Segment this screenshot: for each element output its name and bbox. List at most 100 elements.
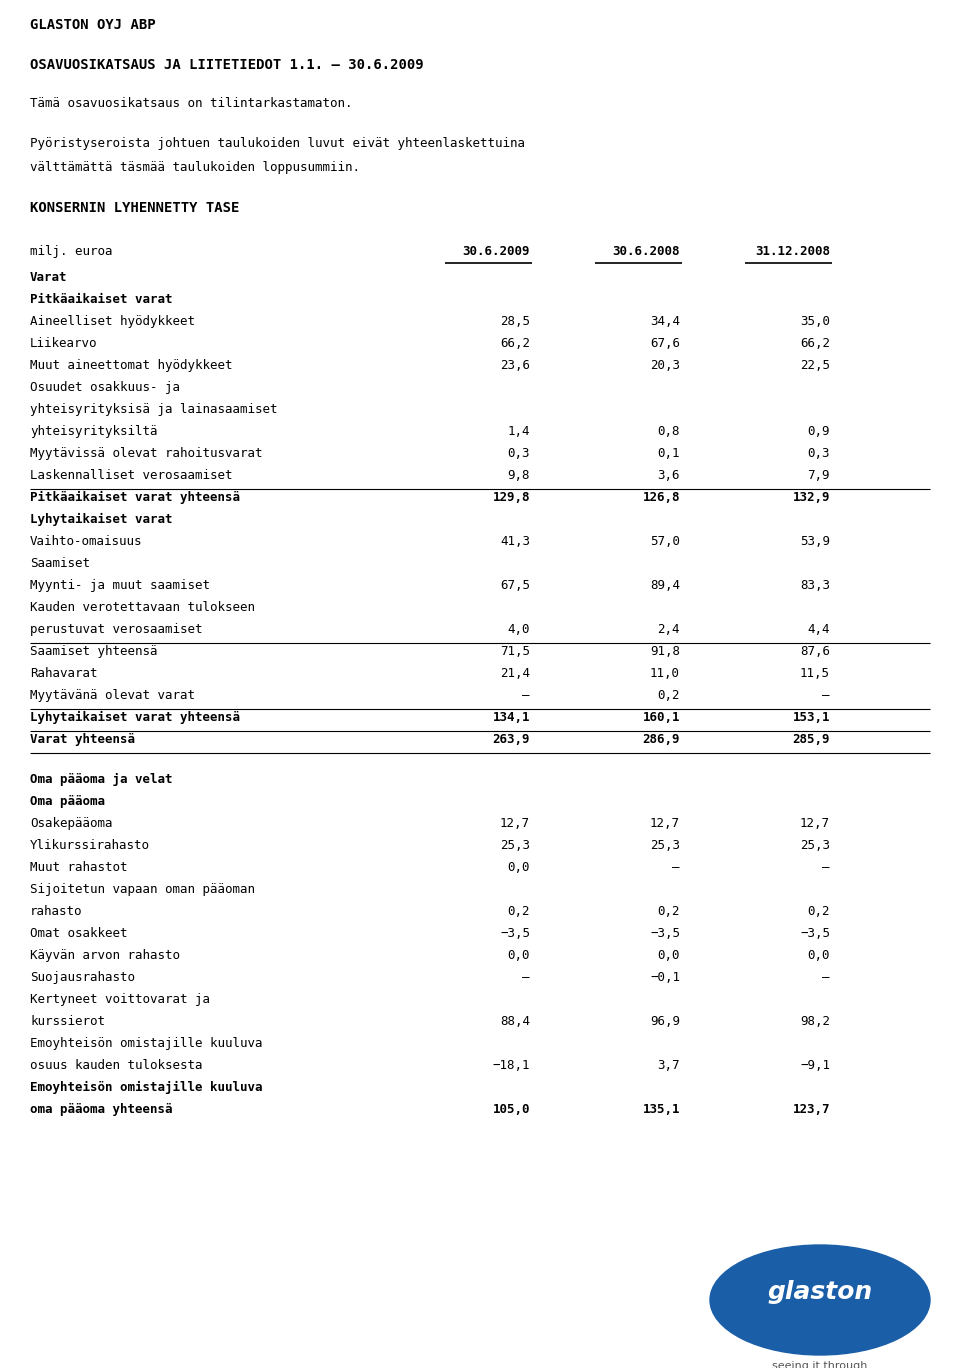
Text: 3,7: 3,7: [658, 1059, 680, 1071]
Text: 132,9: 132,9: [793, 491, 830, 503]
Text: 28,5: 28,5: [500, 315, 530, 328]
Text: Emoyhteisön omistajille kuuluva: Emoyhteisön omistajille kuuluva: [30, 1081, 262, 1093]
Text: 4,4: 4,4: [807, 622, 830, 636]
Text: 21,4: 21,4: [500, 668, 530, 680]
Text: Kauden verotettavaan tulokseen: Kauden verotettavaan tulokseen: [30, 601, 255, 614]
Text: 20,3: 20,3: [650, 358, 680, 372]
Text: Pitkäaikaiset varat: Pitkäaikaiset varat: [30, 293, 173, 306]
Text: 67,6: 67,6: [650, 337, 680, 350]
Text: perustuvat verosaamiset: perustuvat verosaamiset: [30, 622, 203, 636]
Text: −3,5: −3,5: [800, 926, 830, 940]
Text: Pitkäaikaiset varat yhteensä: Pitkäaikaiset varat yhteensä: [30, 491, 240, 503]
Text: 89,4: 89,4: [650, 579, 680, 592]
Text: 0,2: 0,2: [508, 904, 530, 918]
Text: Emoyhteisön omistajille kuuluva: Emoyhteisön omistajille kuuluva: [30, 1037, 262, 1049]
Text: Liikearvo: Liikearvo: [30, 337, 98, 350]
Text: 41,3: 41,3: [500, 535, 530, 549]
Text: Muut aineettomat hyödykkeet: Muut aineettomat hyödykkeet: [30, 358, 232, 372]
Text: 66,2: 66,2: [800, 337, 830, 350]
Text: 105,0: 105,0: [492, 1103, 530, 1115]
Text: rahasto: rahasto: [30, 904, 83, 918]
Text: −3,5: −3,5: [650, 926, 680, 940]
Text: 286,9: 286,9: [642, 733, 680, 746]
Text: 88,4: 88,4: [500, 1015, 530, 1027]
Text: 25,3: 25,3: [800, 839, 830, 852]
Text: 1,4: 1,4: [508, 425, 530, 438]
Text: 153,1: 153,1: [793, 711, 830, 724]
Text: 129,8: 129,8: [492, 491, 530, 503]
Ellipse shape: [710, 1245, 930, 1354]
Text: Myynti- ja muut saamiset: Myynti- ja muut saamiset: [30, 579, 210, 592]
Text: 71,5: 71,5: [500, 644, 530, 658]
Text: 35,0: 35,0: [800, 315, 830, 328]
Text: 3,6: 3,6: [658, 469, 680, 482]
Text: Vaihto-omaisuus: Vaihto-omaisuus: [30, 535, 142, 549]
Text: –: –: [823, 860, 830, 874]
Text: 12,7: 12,7: [650, 817, 680, 829]
Text: 263,9: 263,9: [492, 733, 530, 746]
Text: 0,0: 0,0: [508, 860, 530, 874]
Text: Omat osakkeet: Omat osakkeet: [30, 926, 128, 940]
Text: Saamiset: Saamiset: [30, 557, 90, 570]
Text: 12,7: 12,7: [800, 817, 830, 829]
Text: Myytävänä olevat varat: Myytävänä olevat varat: [30, 689, 195, 702]
Text: 83,3: 83,3: [800, 579, 830, 592]
Text: 96,9: 96,9: [650, 1015, 680, 1027]
Text: Kertyneet voittovarat ja: Kertyneet voittovarat ja: [30, 993, 210, 1005]
Text: 30.6.2008: 30.6.2008: [612, 245, 680, 257]
Text: välttämättä täsmää taulukoiden loppusummiin.: välttämättä täsmää taulukoiden loppusumm…: [30, 161, 360, 174]
Text: 123,7: 123,7: [793, 1103, 830, 1115]
Text: −9,1: −9,1: [800, 1059, 830, 1071]
Text: –: –: [823, 689, 830, 702]
Text: Tämä osavuosikatsaus on tilintarkastamaton.: Tämä osavuosikatsaus on tilintarkastamat…: [30, 97, 352, 111]
Text: 66,2: 66,2: [500, 337, 530, 350]
Text: 91,8: 91,8: [650, 644, 680, 658]
Text: 0,0: 0,0: [807, 948, 830, 962]
Text: milj. euroa: milj. euroa: [30, 245, 112, 257]
Text: –: –: [823, 971, 830, 984]
Text: Ylikurssirahasto: Ylikurssirahasto: [30, 839, 150, 852]
Text: 34,4: 34,4: [650, 315, 680, 328]
Text: yhteisyrityksisä ja lainasaamiset: yhteisyrityksisä ja lainasaamiset: [30, 404, 277, 416]
Text: Osakepääoma: Osakepääoma: [30, 817, 112, 829]
Text: 134,1: 134,1: [492, 711, 530, 724]
Text: Suojausrahasto: Suojausrahasto: [30, 971, 135, 984]
Text: Oma pääoma: Oma pääoma: [30, 795, 105, 807]
Text: 285,9: 285,9: [793, 733, 830, 746]
Text: 30.6.2009: 30.6.2009: [463, 245, 530, 257]
Text: Osuudet osakkuus- ja: Osuudet osakkuus- ja: [30, 382, 180, 394]
Text: 135,1: 135,1: [642, 1103, 680, 1115]
Text: 11,0: 11,0: [650, 668, 680, 680]
Text: 160,1: 160,1: [642, 711, 680, 724]
Text: Lyhytaikaiset varat: Lyhytaikaiset varat: [30, 513, 173, 527]
Text: 7,9: 7,9: [807, 469, 830, 482]
Text: 12,7: 12,7: [500, 817, 530, 829]
Text: kurssierot: kurssierot: [30, 1015, 105, 1027]
Text: 0,1: 0,1: [658, 447, 680, 460]
Text: 126,8: 126,8: [642, 491, 680, 503]
Text: 22,5: 22,5: [800, 358, 830, 372]
Text: 87,6: 87,6: [800, 644, 830, 658]
Text: 0,2: 0,2: [807, 904, 830, 918]
Text: oma pääoma yhteensä: oma pääoma yhteensä: [30, 1103, 173, 1115]
Text: 0,0: 0,0: [508, 948, 530, 962]
Text: −18,1: −18,1: [492, 1059, 530, 1071]
Text: 0,0: 0,0: [658, 948, 680, 962]
Text: KONSERNIN LYHENNETTY TASE: KONSERNIN LYHENNETTY TASE: [30, 201, 239, 215]
Text: –: –: [522, 971, 530, 984]
Text: –: –: [673, 860, 680, 874]
Text: 31.12.2008: 31.12.2008: [755, 245, 830, 257]
Text: Rahavarat: Rahavarat: [30, 668, 98, 680]
Text: 4,0: 4,0: [508, 622, 530, 636]
Text: Varat yhteensä: Varat yhteensä: [30, 733, 135, 746]
Text: 53,9: 53,9: [800, 535, 830, 549]
Text: GLASTON OYJ ABP: GLASTON OYJ ABP: [30, 18, 156, 31]
Text: 0,2: 0,2: [658, 689, 680, 702]
Text: seeing it through: seeing it through: [772, 1361, 868, 1368]
Text: Muut rahastot: Muut rahastot: [30, 860, 128, 874]
Text: 0,8: 0,8: [658, 425, 680, 438]
Text: Laskennalliset verosaamiset: Laskennalliset verosaamiset: [30, 469, 232, 482]
Text: osuus kauden tuloksesta: osuus kauden tuloksesta: [30, 1059, 203, 1071]
Text: yhteisyrityksiltä: yhteisyrityksiltä: [30, 425, 157, 438]
Text: Aineelliset hyödykkeet: Aineelliset hyödykkeet: [30, 315, 195, 328]
